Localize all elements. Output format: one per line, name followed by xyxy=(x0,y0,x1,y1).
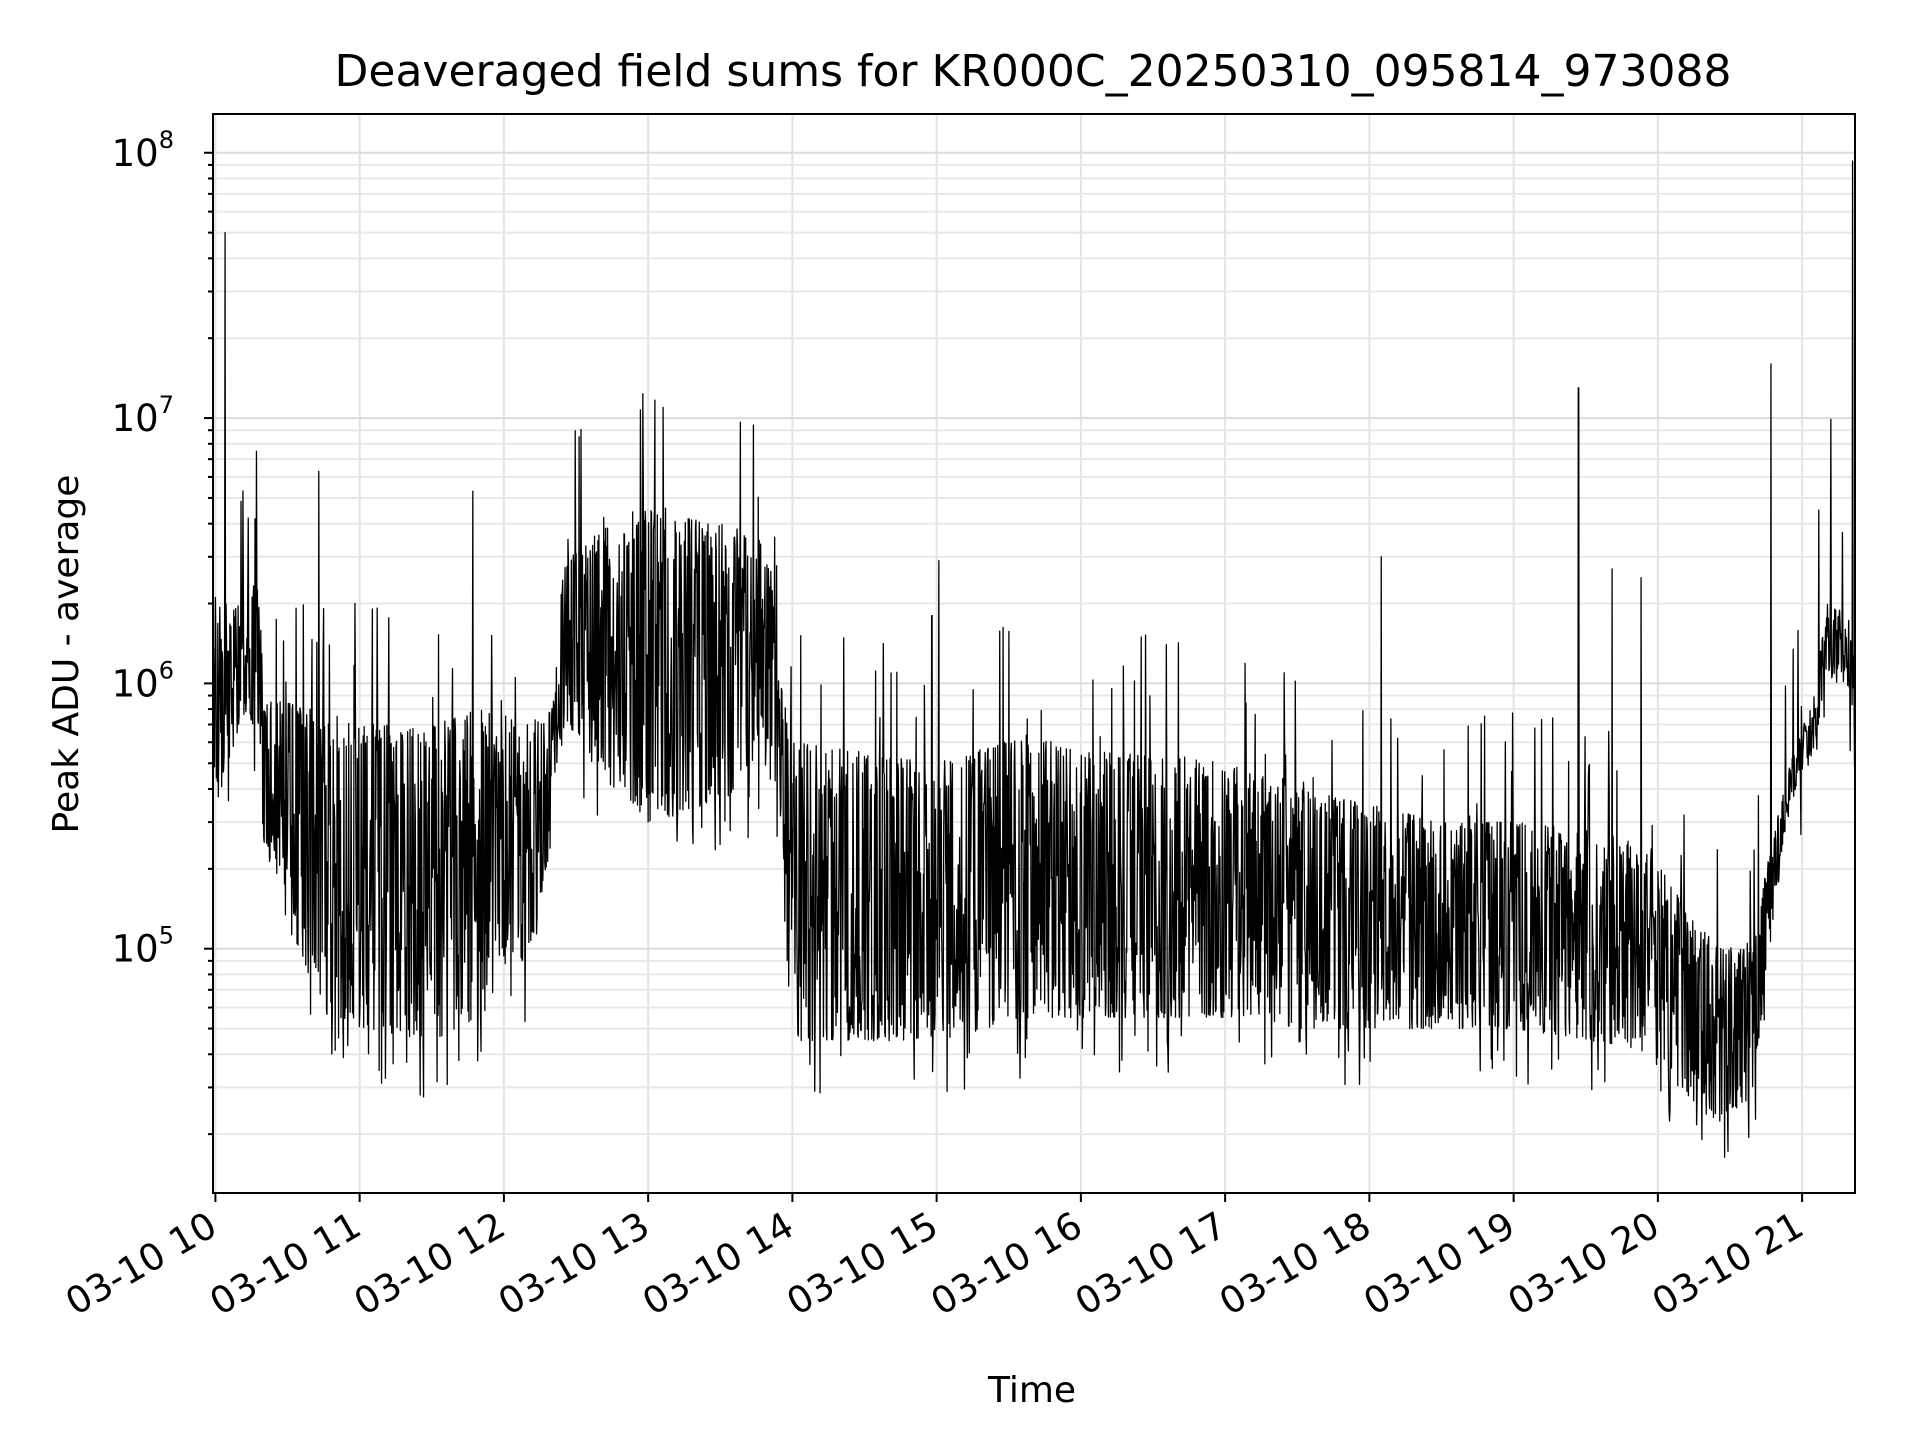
series-line xyxy=(212,160,1856,1158)
y-axis-label: Peak ADU - average xyxy=(46,475,87,834)
x-axis-label: Time xyxy=(987,1370,1076,1411)
series-polyline xyxy=(212,160,1856,1158)
plot-frame xyxy=(212,113,1856,1194)
chart-title: Deaveraged field sums for KR000C_2025031… xyxy=(335,46,1732,97)
